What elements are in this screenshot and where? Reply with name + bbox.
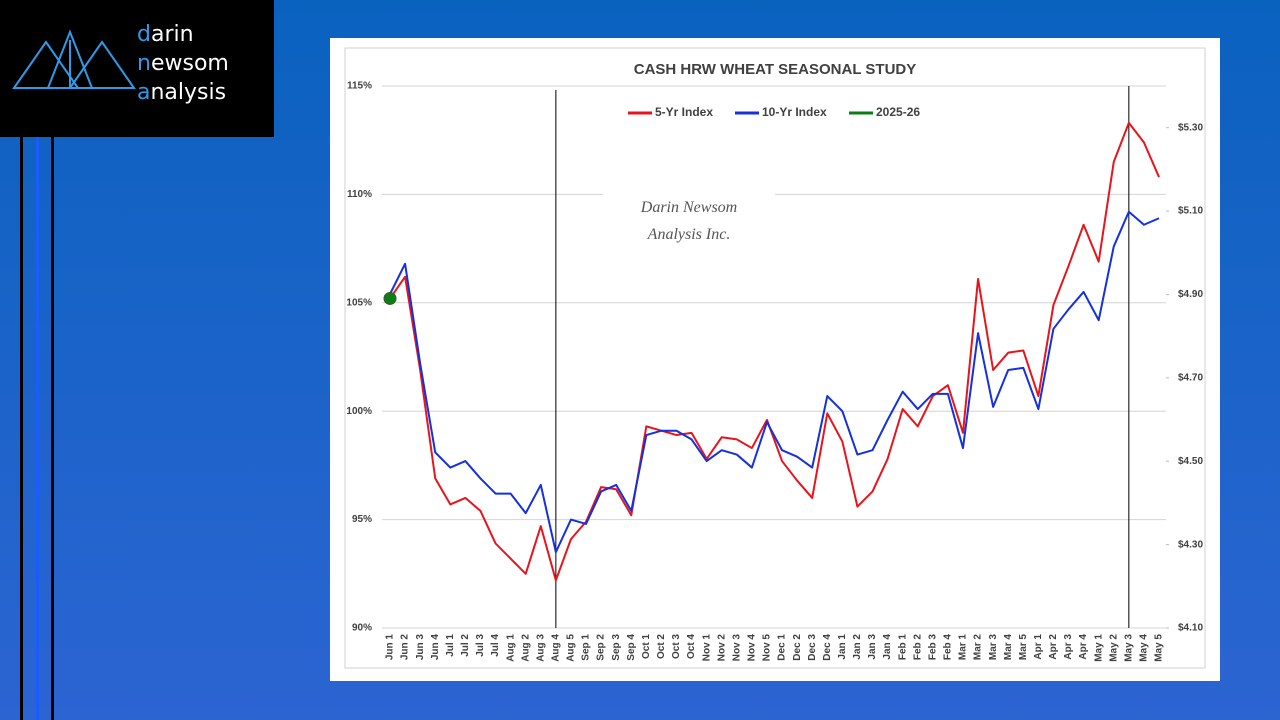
x-tick-label: Mar 1 xyxy=(958,634,969,661)
x-tick-label: Nov 1 xyxy=(701,634,712,662)
x-tick-label: Jun 1 xyxy=(385,634,396,661)
legend-label: 10-Yr Index xyxy=(762,105,827,119)
chart-border xyxy=(344,47,1206,669)
series-line xyxy=(389,121,1160,582)
x-tick-label: Aug 3 xyxy=(535,634,546,662)
x-tick-label: Dec 4 xyxy=(822,634,833,661)
x-tick-label: Apr 3 xyxy=(1063,634,1074,660)
y-tick-label: 100% xyxy=(346,406,372,417)
logo-word: darin xyxy=(137,22,194,47)
deco-bar xyxy=(20,137,23,720)
x-tick-label: Feb 1 xyxy=(897,634,908,661)
chart-title: CASH HRW WHEAT SEASONAL STUDY xyxy=(634,61,917,78)
x-tick-label: Mar 5 xyxy=(1018,634,1029,661)
legend-label: 2025-26 xyxy=(876,105,920,119)
x-tick-label: Jan 4 xyxy=(882,634,893,660)
x-tick-label: Feb 3 xyxy=(927,634,938,661)
y-tick-label: 95% xyxy=(352,514,372,525)
x-tick-label: Sep 1 xyxy=(581,634,592,661)
y-tick-label: 115% xyxy=(347,81,372,92)
logo: darin newsom analysis xyxy=(0,0,274,137)
x-tick-label: May 1 xyxy=(1093,634,1104,662)
x-tick-label: Aug 2 xyxy=(520,634,531,662)
series-line xyxy=(389,210,1160,554)
y2-tick-label: $5.10 xyxy=(1178,206,1203,217)
x-tick-label: Oct 3 xyxy=(671,634,682,659)
x-tick-label: Aug 5 xyxy=(566,634,577,662)
x-tick-label: Oct 4 xyxy=(686,634,697,659)
x-tick-label: May 4 xyxy=(1139,634,1150,662)
x-tick-label: Jun 3 xyxy=(415,634,426,661)
x-tick-label: Oct 1 xyxy=(641,634,652,659)
x-tick-label: Mar 3 xyxy=(988,634,999,661)
deco-bar xyxy=(36,137,39,720)
point xyxy=(383,291,397,305)
logo-mark xyxy=(12,29,136,89)
y2-tick-label: $4.30 xyxy=(1178,539,1203,550)
chart-frame xyxy=(330,38,1220,681)
x-tick-label: Apr 2 xyxy=(1048,634,1059,660)
x-tick-label: May 5 xyxy=(1154,634,1165,662)
x-tick-label: Jun 2 xyxy=(400,634,411,661)
x-tick-label: Sep 2 xyxy=(596,634,607,661)
x-tick-label: Jul 2 xyxy=(460,634,471,657)
x-tick-label: Sep 3 xyxy=(611,634,622,661)
x-tick-label: Feb 4 xyxy=(943,634,954,661)
y2-tick-label: $4.90 xyxy=(1178,289,1203,300)
x-tick-label: Oct 2 xyxy=(656,634,667,659)
x-tick-label: Apr 4 xyxy=(1078,634,1089,660)
y2-tick-label: $4.70 xyxy=(1178,372,1203,383)
y-tick-label: 110% xyxy=(347,189,372,200)
x-tick-label: Dec 3 xyxy=(807,634,818,661)
y2-tick-label: $4.10 xyxy=(1178,623,1203,634)
legend-label: 5-Yr Index xyxy=(655,105,713,119)
x-tick-label: Feb 2 xyxy=(912,634,923,661)
x-tick-label: Mar 2 xyxy=(973,634,984,661)
x-tick-label: Aug 4 xyxy=(551,634,562,662)
x-tick-label: Nov 3 xyxy=(731,634,742,662)
x-tick-label: Jan 3 xyxy=(867,634,878,660)
y-tick-label: 105% xyxy=(346,297,372,308)
x-tick-label: Apr 1 xyxy=(1033,634,1044,660)
y-tick-label: 90% xyxy=(352,623,372,634)
y2-tick-label: $4.50 xyxy=(1178,456,1203,467)
x-tick-label: Jan 2 xyxy=(852,634,863,660)
watermark: Analysis Inc. xyxy=(647,226,731,243)
x-tick-label: May 2 xyxy=(1108,634,1119,662)
x-tick-label: Jun 4 xyxy=(430,634,441,661)
x-tick-label: Jul 1 xyxy=(445,634,456,657)
logo-word: newsom xyxy=(137,51,229,76)
x-tick-label: Dec 2 xyxy=(792,634,803,661)
x-tick-label: Aug 1 xyxy=(505,634,516,662)
x-tick-label: Nov 5 xyxy=(762,634,773,662)
x-tick-label: Jan 1 xyxy=(837,634,848,660)
watermark-bg xyxy=(603,188,775,250)
x-tick-label: Jul 3 xyxy=(475,634,486,657)
x-tick-label: Dec 1 xyxy=(777,634,788,661)
deco-bar xyxy=(51,137,54,720)
x-tick-label: Mar 4 xyxy=(1003,634,1014,661)
x-tick-label: Nov 2 xyxy=(716,634,727,662)
x-tick-label: Nov 4 xyxy=(747,634,758,662)
logo-word: analysis xyxy=(137,80,227,105)
y2-tick-label: $5.30 xyxy=(1178,122,1203,133)
watermark: Darin Newsom xyxy=(640,199,737,216)
x-tick-label: Jul 4 xyxy=(490,634,501,657)
x-tick-label: May 3 xyxy=(1123,634,1134,662)
x-tick-label: Sep 4 xyxy=(626,634,637,661)
